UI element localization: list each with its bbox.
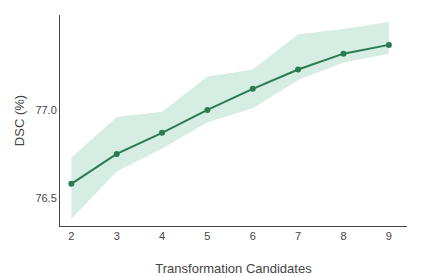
svg-text:Transformation Candidates: Transformation Candidates — [155, 261, 312, 276]
svg-text:2: 2 — [68, 230, 74, 242]
svg-text:9: 9 — [386, 230, 392, 242]
svg-text:7: 7 — [295, 230, 301, 242]
svg-text:3: 3 — [114, 230, 120, 242]
svg-text:5: 5 — [204, 230, 210, 242]
svg-text:77.0: 77.0 — [35, 104, 56, 116]
svg-text:DSC (%): DSC (%) — [12, 95, 27, 146]
svg-text:8: 8 — [340, 230, 346, 242]
svg-text:6: 6 — [250, 230, 256, 242]
svg-text:4: 4 — [159, 230, 165, 242]
svg-text:76.5: 76.5 — [35, 192, 56, 204]
